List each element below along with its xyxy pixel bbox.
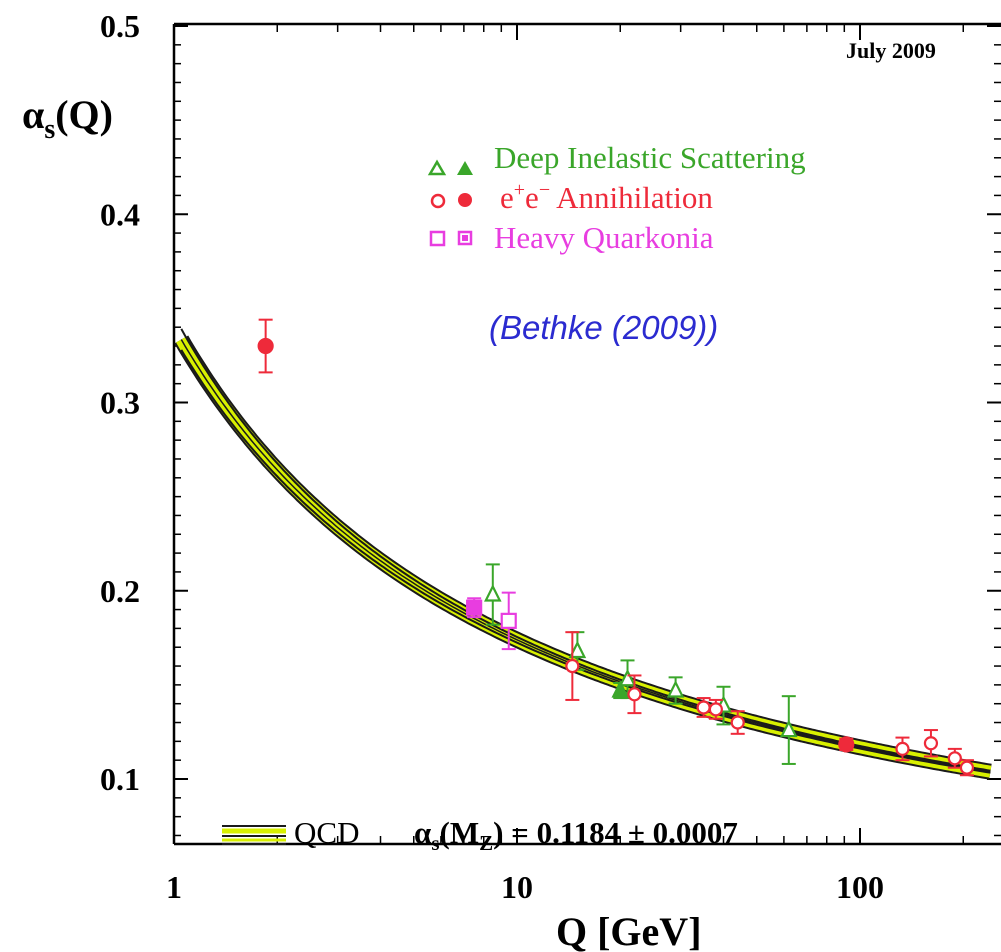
- marker-circle: [257, 337, 274, 355]
- legend-entry-ee: e+e− Annihilation: [430, 179, 713, 215]
- legend-label-dis: Deep Inelastic Scattering: [494, 140, 806, 175]
- band-fill: [176, 336, 993, 778]
- x-tick-label: 100: [836, 869, 884, 905]
- qcd-legend-swatch: [222, 825, 286, 845]
- data-point: [466, 597, 483, 619]
- legend-label-ee: e+e− Annihilation: [500, 179, 713, 215]
- data-point: [565, 631, 580, 701]
- data-point: [500, 591, 517, 651]
- marker-triangle: [666, 680, 685, 698]
- marker-triangle: [618, 668, 637, 687]
- qcd-band: [174, 328, 995, 780]
- data-point: [257, 318, 274, 374]
- date-note: July 2009: [846, 38, 936, 63]
- y-tick-label: 0.3: [100, 385, 140, 421]
- marker-circle: [696, 700, 711, 715]
- qcd-legend: QCD αs(MZ) = 0.1184 ± 0.0007: [222, 815, 738, 855]
- data-point: [923, 729, 939, 758]
- axis-ticks: 0.1 0.2 0.3 0.4 0.5 1 10 100: [100, 8, 1001, 905]
- marker-triangle: [780, 719, 798, 738]
- marker-circle: [895, 741, 910, 756]
- marker-circle: [565, 658, 580, 674]
- legend: Deep Inelastic Scattering e+e− Annihilat…: [427, 140, 806, 255]
- data-point: [730, 710, 745, 735]
- qcd-formula: αs(MZ) = 0.1184 ± 0.0007: [414, 815, 738, 855]
- band-outline: [174, 335, 995, 780]
- data-point: [618, 659, 637, 700]
- y-tick-label: 0.1: [100, 761, 140, 797]
- marker-circle: [959, 760, 975, 775]
- y-tick-label: 0.5: [100, 8, 140, 44]
- marker-triangle: [611, 680, 630, 698]
- qcd-label: QCD: [294, 815, 359, 850]
- band-center-line: [180, 339, 991, 773]
- citation: (Bethke (2009)): [489, 309, 718, 346]
- marker-circle: [627, 687, 642, 702]
- plot-frame: [172, 22, 1001, 846]
- data-point: [484, 563, 502, 626]
- legend-filled-circle: [458, 193, 472, 207]
- x-tick-label: 10: [501, 869, 533, 905]
- marker-triangle: [568, 640, 587, 659]
- y-tick-label: 0.2: [100, 573, 140, 609]
- band-lower-edge: [180, 349, 991, 774]
- data-point: [959, 759, 975, 777]
- data-point: [708, 698, 723, 720]
- marker-triangle: [484, 584, 502, 602]
- legend-filled-triangle: [457, 161, 473, 175]
- data-point: [780, 695, 798, 765]
- legend-crossed-square-fill: [462, 235, 468, 241]
- data-point: [838, 736, 855, 753]
- legend-entry-hq: Heavy Quarkonia: [429, 220, 714, 255]
- data-points: [257, 318, 975, 777]
- marker-square: [500, 612, 517, 629]
- legend-entry-dis: Deep Inelastic Scattering: [427, 140, 806, 176]
- marker-circle: [708, 702, 723, 717]
- legend-open-triangle: [427, 159, 447, 176]
- data-point: [947, 747, 962, 769]
- legend-open-square: [429, 230, 446, 247]
- x-axis-title: Q [GeV]: [556, 909, 702, 952]
- marker-square: [466, 599, 483, 616]
- marker-circle: [838, 736, 855, 753]
- data-point: [627, 674, 642, 715]
- data-point: [666, 676, 685, 705]
- marker-circle: [947, 751, 962, 766]
- legend-label-hq: Heavy Quarkonia: [494, 220, 714, 255]
- marker-circle: [730, 715, 745, 730]
- marker-circle: [923, 736, 939, 751]
- y-tick-label: 0.4: [100, 196, 140, 232]
- y-axis-title: αs(Q): [22, 92, 113, 145]
- x-tick-label: 1: [166, 869, 182, 905]
- band-upper-edge: [180, 328, 991, 772]
- data-point: [895, 736, 910, 762]
- legend-open-circle: [430, 193, 446, 209]
